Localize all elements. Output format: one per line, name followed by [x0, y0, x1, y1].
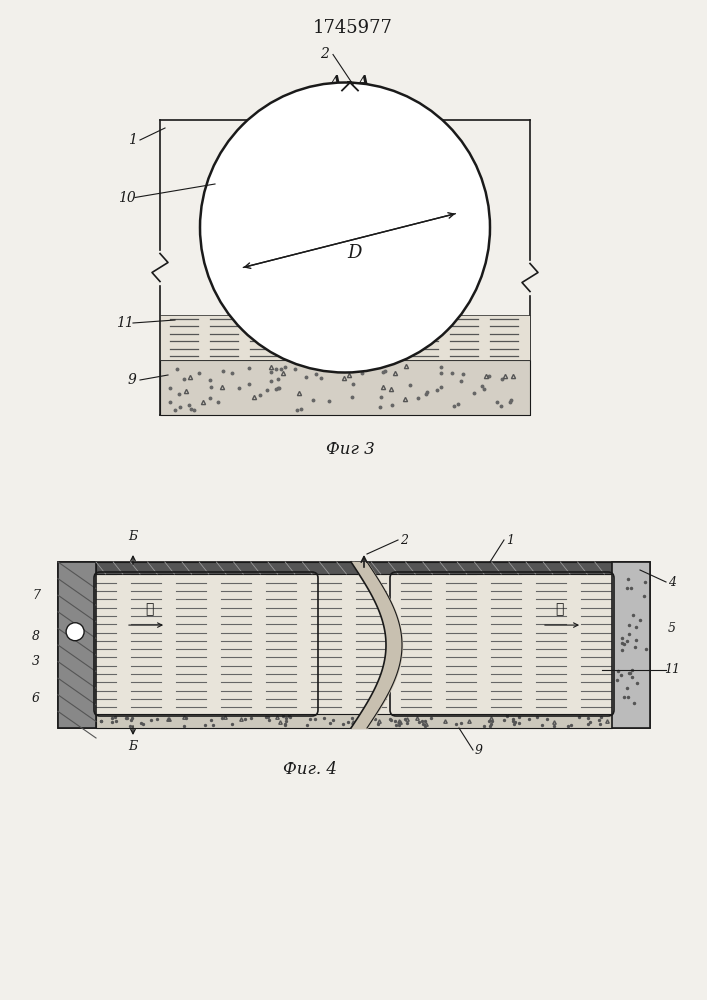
- Text: 1: 1: [506, 534, 514, 546]
- Text: ℓ: ℓ: [145, 602, 153, 616]
- Circle shape: [66, 623, 84, 641]
- Text: 8: 8: [32, 630, 40, 643]
- Bar: [58, 562, 96, 728]
- Text: 10: 10: [118, 190, 136, 205]
- Text: 2: 2: [320, 47, 329, 62]
- Text: 1745977: 1745977: [313, 19, 393, 37]
- Text: D: D: [347, 244, 361, 262]
- Bar: [96, 714, 612, 728]
- Text: 6: 6: [32, 692, 40, 705]
- Bar: [160, 360, 530, 415]
- Text: 11: 11: [116, 316, 134, 330]
- Text: Б: Б: [129, 740, 138, 753]
- Text: 1: 1: [127, 133, 136, 147]
- Bar: [160, 315, 530, 360]
- Bar: [58, 562, 650, 728]
- Text: Фиг. 4: Фиг. 4: [283, 762, 337, 778]
- Text: Б: Б: [129, 530, 138, 543]
- Circle shape: [200, 83, 490, 372]
- Text: ℓ: ℓ: [555, 602, 563, 616]
- Text: 5: 5: [668, 622, 676, 635]
- Bar: [96, 562, 612, 574]
- Text: 11: 11: [664, 663, 680, 676]
- Text: 4: 4: [668, 576, 676, 588]
- Text: 9: 9: [475, 744, 483, 756]
- Bar: [612, 562, 650, 728]
- Text: 3: 3: [32, 655, 40, 668]
- Text: 2: 2: [400, 534, 408, 546]
- Text: 7: 7: [32, 589, 40, 602]
- Text: 9: 9: [127, 373, 136, 387]
- Text: Фиг 3: Фиг 3: [326, 442, 375, 458]
- Text: A - A: A - A: [329, 75, 370, 89]
